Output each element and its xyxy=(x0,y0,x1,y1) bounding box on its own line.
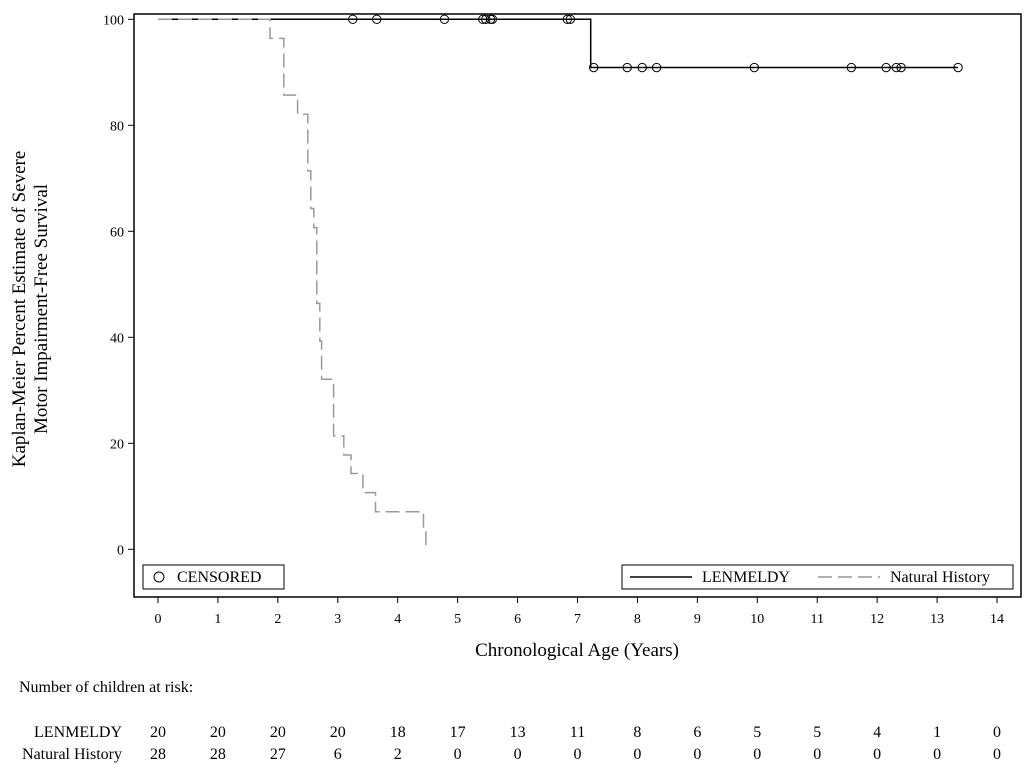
risk-cell-natural-history-5: 0 xyxy=(453,746,462,763)
risk-row-label-lenmeldy: LENMELDY xyxy=(34,724,122,741)
censor-mark-lenmeldy-10 xyxy=(622,62,632,73)
censor-mark-lenmeldy-7 xyxy=(562,14,573,24)
risk-table-title: Number of children at risk: xyxy=(19,679,194,696)
risk-cell-lenmeldy-5: 17 xyxy=(449,724,466,741)
censored-legend-label: CENSORED xyxy=(177,569,261,586)
risk-cell-natural-history-13: 0 xyxy=(933,746,942,763)
risk-cell-lenmeldy-8: 8 xyxy=(633,724,642,741)
risk-cell-lenmeldy-10: 5 xyxy=(753,724,762,741)
series-line-lenmeldy xyxy=(158,18,959,69)
risk-cell-natural-history-12: 0 xyxy=(873,746,882,763)
risk-cell-lenmeldy-7: 11 xyxy=(569,724,586,741)
x-tick-label-5: 5 xyxy=(454,612,461,627)
plot-frame xyxy=(133,13,1022,598)
y-tick-label-80: 80 xyxy=(110,119,124,134)
censor-mark-lenmeldy-13 xyxy=(749,62,760,73)
risk-cell-natural-history-4: 2 xyxy=(393,746,402,763)
risk-cell-lenmeldy-2: 20 xyxy=(269,724,286,741)
y-axis-title-line-1: Kaplan-Meier Percent Estimate of Severe xyxy=(9,151,30,468)
censor-mark-lenmeldy-16 xyxy=(891,62,902,73)
risk-cell-lenmeldy-13: 1 xyxy=(933,724,942,741)
x-tick-label-7: 7 xyxy=(574,612,581,627)
censor-mark-lenmeldy-2 xyxy=(439,14,450,24)
y-tick-label-20: 20 xyxy=(110,437,124,452)
censored-legend-box xyxy=(142,564,285,590)
risk-cell-lenmeldy-6: 13 xyxy=(509,724,526,741)
x-tick-label-11: 11 xyxy=(810,612,823,627)
y-tick-label-100: 100 xyxy=(103,13,124,28)
risk-cell-lenmeldy-12: 4 xyxy=(873,724,882,741)
risk-cell-natural-history-6: 0 xyxy=(513,746,522,763)
risk-row-label-natural-history: Natural History xyxy=(22,746,122,763)
risk-cell-natural-history-14: 0 xyxy=(993,746,1002,763)
x-tick-label-13: 13 xyxy=(930,612,944,627)
series-line-natural-history xyxy=(158,18,427,550)
risk-cell-natural-history-2: 27 xyxy=(269,746,286,763)
x-tick-label-2: 2 xyxy=(274,612,281,627)
censor-mark-lenmeldy-14 xyxy=(846,62,857,73)
censored-legend-marker xyxy=(153,571,165,583)
risk-cell-natural-history-10: 0 xyxy=(753,746,762,763)
x-tick-label-8: 8 xyxy=(634,612,641,627)
censor-mark-lenmeldy-18 xyxy=(953,62,963,73)
x-tick-label-4: 4 xyxy=(394,612,401,627)
x-tick-label-9: 9 xyxy=(694,612,701,627)
censored-legend: CENSORED xyxy=(142,564,285,590)
x-tick-label-3: 3 xyxy=(334,612,341,627)
x-tick-label-6: 6 xyxy=(514,612,521,627)
x-axis-title: Chronological Age (Years) xyxy=(475,640,679,661)
x-tick-label-0: 0 xyxy=(154,612,161,627)
censor-mark-lenmeldy-11 xyxy=(637,62,647,73)
series-layer xyxy=(158,18,959,550)
legend-label-natural-history: Natural History xyxy=(890,569,990,586)
censor-mark-lenmeldy-8 xyxy=(565,14,576,24)
risk-cell-natural-history-0: 28 xyxy=(149,746,166,763)
censor-mark-lenmeldy-17 xyxy=(896,62,906,73)
censor-mark-lenmeldy-1 xyxy=(372,14,382,24)
risk-cell-natural-history-1: 28 xyxy=(209,746,226,763)
risk-cell-lenmeldy-1: 20 xyxy=(209,724,226,741)
x-tick-label-12: 12 xyxy=(870,612,884,627)
risk-cell-lenmeldy-0: 20 xyxy=(149,724,166,741)
y-tick-label-60: 60 xyxy=(110,225,124,240)
y-tick-label-40: 40 xyxy=(110,331,124,346)
risk-cell-natural-history-3: 6 xyxy=(333,746,342,763)
censor-mark-lenmeldy-0 xyxy=(348,14,358,24)
censor-mark-lenmeldy-9 xyxy=(588,62,599,73)
legend-label-lenmeldy: LENMELDY xyxy=(702,569,790,586)
censor-mark-lenmeldy-12 xyxy=(651,62,662,73)
x-tick-label-10: 10 xyxy=(750,612,764,627)
censor-mark-lenmeldy-3 xyxy=(478,14,488,24)
risk-cell-lenmeldy-9: 6 xyxy=(693,724,702,741)
censor-mark-lenmeldy-4 xyxy=(481,14,491,24)
risk-cell-natural-history-7: 0 xyxy=(573,746,582,763)
x-axis: 0 1 2 3 4 5 6 7 8 9 10 11 12 13 14 xyxy=(154,597,1004,627)
y-axis-title-line-2: Motor Impairment-Free Survival xyxy=(31,184,52,434)
series-legend: LENMELDY Natural History xyxy=(621,564,1014,590)
censor-layer xyxy=(348,14,963,73)
x-tick-label-14: 14 xyxy=(990,612,1004,627)
y-axis: 0 20 40 60 80 100 xyxy=(103,13,134,558)
x-tick-label-1: 1 xyxy=(214,612,221,627)
risk-cell-natural-history-9: 0 xyxy=(693,746,702,763)
censor-mark-lenmeldy-6 xyxy=(487,14,498,24)
risk-cell-lenmeldy-14: 0 xyxy=(993,724,1002,741)
risk-cell-lenmeldy-11: 5 xyxy=(813,724,822,741)
risk-cell-natural-history-11: 0 xyxy=(813,746,822,763)
censor-mark-lenmeldy-15 xyxy=(881,62,891,73)
risk-cell-lenmeldy-3: 20 xyxy=(329,724,346,741)
risk-cell-natural-history-8: 0 xyxy=(633,746,642,763)
y-tick-label-0: 0 xyxy=(117,543,124,558)
risk-cell-lenmeldy-4: 18 xyxy=(389,724,406,741)
